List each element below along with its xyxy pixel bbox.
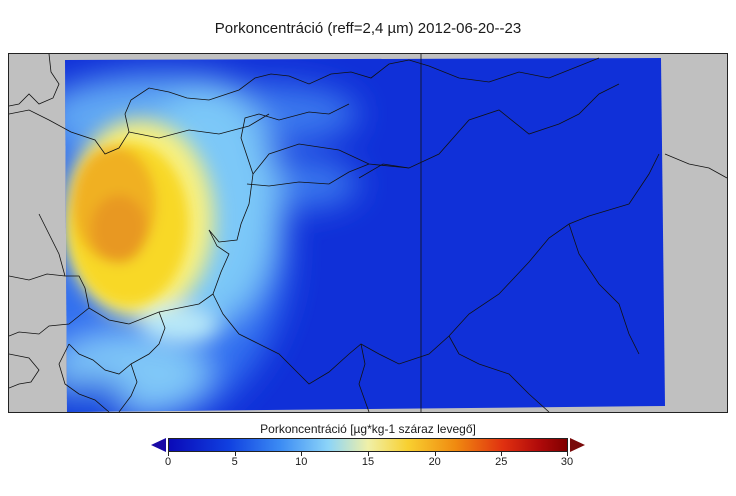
map-title: Porkoncentráció (reff=2,4 µm) 2012-06-20… xyxy=(214,20,522,37)
colorbar-tick-label: 30 xyxy=(560,456,574,468)
colorbar-over-arrow xyxy=(570,438,585,452)
colorbar-ticks: 0 5 10 15 20 25 30 xyxy=(164,452,573,472)
colorbar-tick-label: 10 xyxy=(295,456,308,468)
colorbar-tick-mark xyxy=(234,452,236,456)
colorbar-tick-label: 25 xyxy=(495,456,508,468)
colorbar-under-arrow xyxy=(151,438,166,452)
country-borders xyxy=(9,54,727,412)
concentration-map xyxy=(8,53,728,413)
colorbar-tick-mark xyxy=(434,452,436,456)
colorbar-label: Porkoncentráció [µg*kg-1 száraz levegő] xyxy=(260,422,476,436)
colorbar xyxy=(168,438,568,452)
colorbar-tick-label: 20 xyxy=(428,456,441,468)
colorbar-tick-mark xyxy=(567,452,568,456)
colorbar-tick-label: 15 xyxy=(361,456,375,468)
concentration-field xyxy=(65,58,665,412)
colorbar-tick-mark xyxy=(301,452,303,456)
colorbar-tick-mark xyxy=(168,452,169,456)
colorbar-tick-label: 5 xyxy=(231,456,238,468)
map-canvas xyxy=(9,54,727,412)
colorbar-tick-label: 0 xyxy=(164,456,172,468)
colorbar-tick-mark xyxy=(368,452,369,456)
colorbar-tick-mark xyxy=(501,452,503,456)
